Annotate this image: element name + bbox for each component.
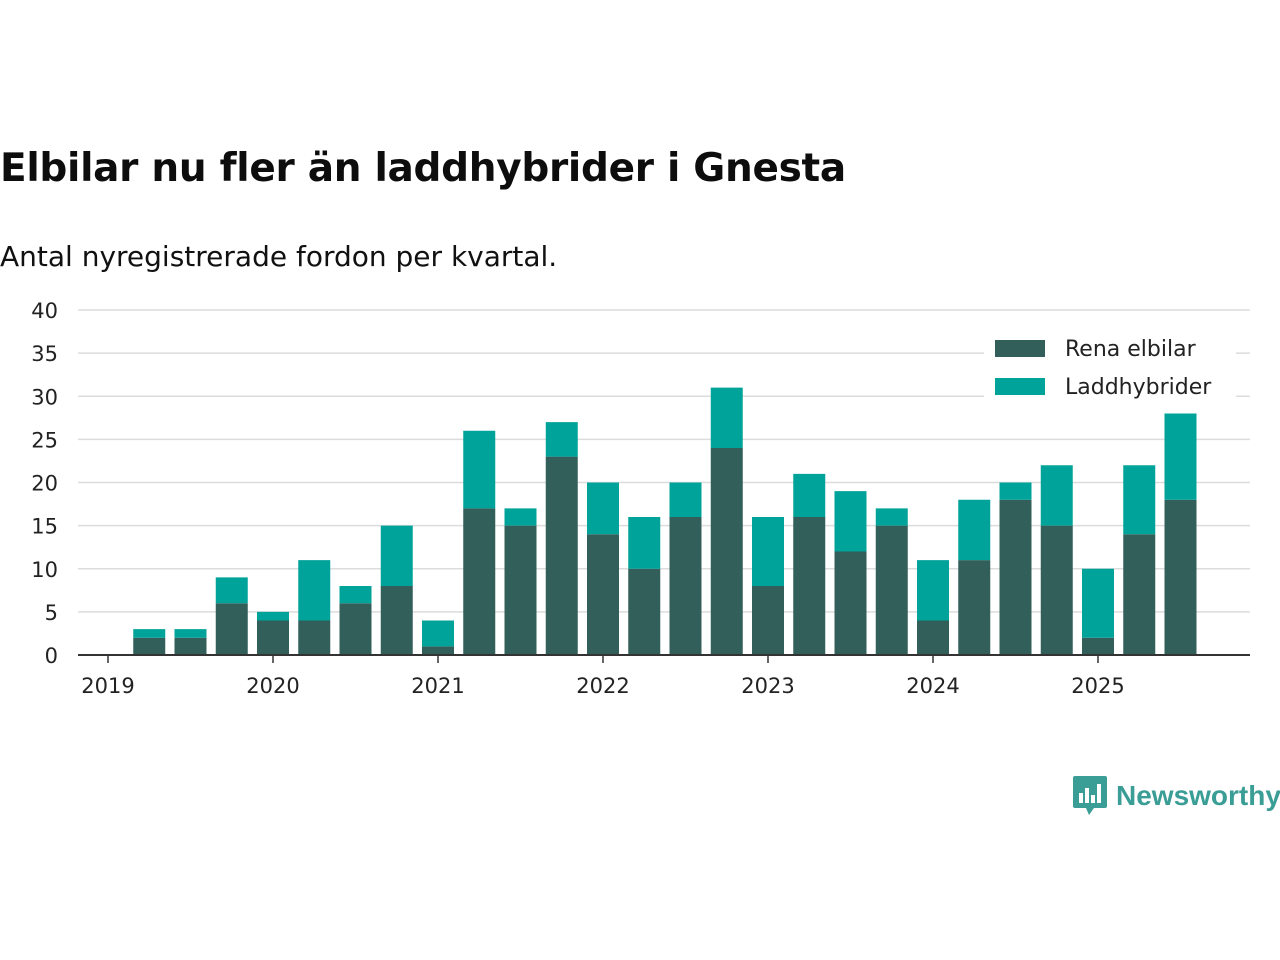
chart-title: Elbilar nu fler än laddhybrider i Gnesta xyxy=(0,146,846,191)
brand-name: Newsworthy xyxy=(1116,780,1280,811)
bar-laddhybrider xyxy=(1082,568,1114,638)
bar-laddhybrider xyxy=(545,422,578,457)
chart-subtitle: Antal nyregistrerade fordon per kvartal. xyxy=(0,240,558,273)
bar-laddhybrider xyxy=(1040,465,1073,526)
bar-laddhybrider xyxy=(917,560,949,621)
bar-rena-elbilar xyxy=(1123,534,1156,655)
y-tick-label: 40 xyxy=(31,299,58,323)
bar-laddhybrider xyxy=(257,611,289,621)
brand-logo: Newsworthy xyxy=(1072,775,1280,817)
bar-rena-elbilar xyxy=(587,534,619,655)
bar-rena-elbilar xyxy=(380,586,413,655)
bar-laddhybrider xyxy=(999,482,1032,500)
bar-laddhybrider xyxy=(669,482,702,517)
bar-rena-elbilar xyxy=(422,646,454,655)
bar-rena-elbilar xyxy=(339,603,372,655)
y-tick-label: 0 xyxy=(45,644,58,668)
bar-rena-elbilar xyxy=(834,551,867,655)
x-tick-label: 2023 xyxy=(741,674,794,698)
y-tick-label: 35 xyxy=(31,342,58,366)
bar-rena-elbilar xyxy=(669,517,702,655)
bar-rena-elbilar xyxy=(545,456,578,655)
bar-laddhybrider xyxy=(752,517,784,586)
bar-laddhybrider xyxy=(710,387,743,448)
bar-laddhybrider xyxy=(174,629,207,638)
y-tick-label: 30 xyxy=(31,385,58,409)
bar-laddhybrider xyxy=(380,525,413,586)
y-tick-label: 5 xyxy=(45,601,58,625)
x-tick-label: 2024 xyxy=(906,674,959,698)
bar-laddhybrider xyxy=(587,482,619,535)
bar-rena-elbilar xyxy=(752,586,784,655)
bar-laddhybrider xyxy=(1123,465,1156,535)
bar-rena-elbilar xyxy=(133,637,166,655)
bar-laddhybrider xyxy=(958,499,991,561)
legend-swatch xyxy=(995,378,1045,395)
x-tick-label: 2022 xyxy=(576,674,629,698)
x-tick-label: 2019 xyxy=(81,674,134,698)
bar-rena-elbilar xyxy=(875,525,908,655)
bar-rena-elbilar xyxy=(174,637,207,655)
bar-rena-elbilar xyxy=(215,603,248,655)
bar-laddhybrider xyxy=(628,517,661,569)
y-tick-label: 10 xyxy=(31,558,58,582)
bar-rena-elbilar xyxy=(298,620,331,655)
x-tick-label: 2021 xyxy=(411,674,464,698)
bar-laddhybrider xyxy=(298,560,331,621)
bar-rena-elbilar xyxy=(504,525,537,655)
bar-rena-elbilar xyxy=(1040,525,1073,655)
y-tick-label: 25 xyxy=(31,428,58,452)
bar-laddhybrider xyxy=(339,586,372,604)
bar-rena-elbilar xyxy=(999,499,1032,655)
y-tick-label: 15 xyxy=(31,515,58,539)
bars xyxy=(133,387,1197,655)
legend-swatch xyxy=(995,340,1045,357)
bar-laddhybrider xyxy=(463,430,496,509)
bar-laddhybrider xyxy=(422,620,454,647)
bar-laddhybrider xyxy=(215,577,248,604)
bar-rena-elbilar xyxy=(1082,637,1114,655)
bar-rena-elbilar xyxy=(1164,499,1197,655)
y-tick-label: 20 xyxy=(31,472,58,496)
bar-rena-elbilar xyxy=(463,508,496,655)
bar-rena-elbilar xyxy=(917,620,949,655)
legend-label: Rena elbilar xyxy=(1065,337,1197,362)
bar-laddhybrider xyxy=(133,629,166,638)
bar-laddhybrider xyxy=(793,473,826,517)
bar-rena-elbilar xyxy=(958,560,991,655)
legend: Rena elbilar Laddhybrider xyxy=(984,330,1236,402)
bar-rena-elbilar xyxy=(793,517,826,655)
bar-laddhybrider xyxy=(1164,413,1197,500)
bar-laddhybrider xyxy=(504,508,537,526)
x-tick-label: 2025 xyxy=(1071,674,1124,698)
x-tick-label: 2020 xyxy=(246,674,299,698)
bar-rena-elbilar xyxy=(710,448,743,655)
newsworthy-logo-icon xyxy=(1073,776,1107,815)
bar-laddhybrider xyxy=(834,491,867,552)
bar-rena-elbilar xyxy=(628,568,661,655)
bar-laddhybrider xyxy=(875,508,908,526)
bar-rena-elbilar xyxy=(257,620,289,655)
legend-label: Laddhybrider xyxy=(1065,375,1212,400)
